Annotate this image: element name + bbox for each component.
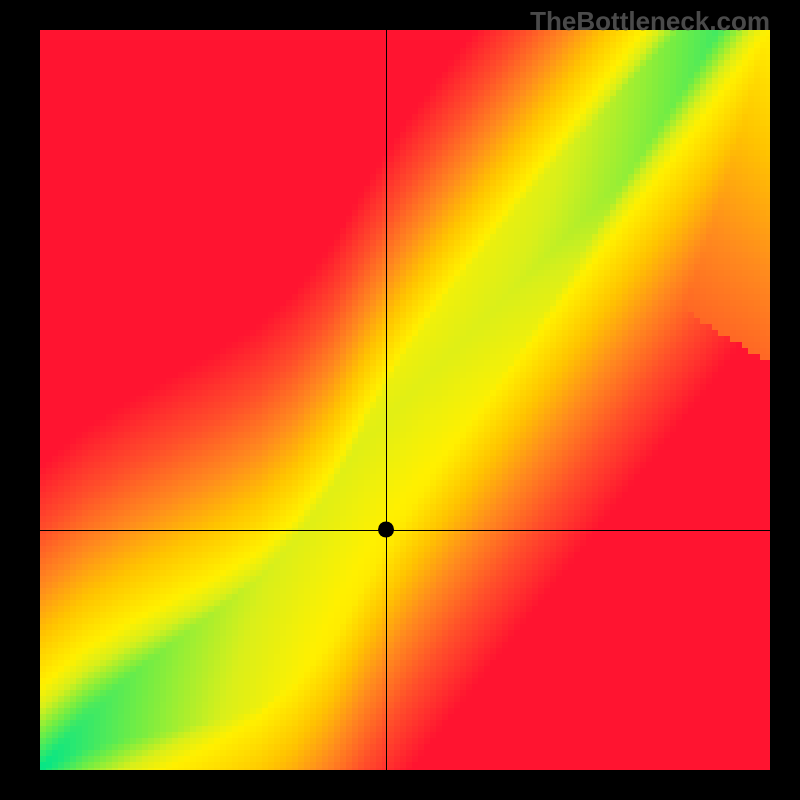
watermark-label: TheBottleneck.com <box>530 6 770 37</box>
bottleneck-heatmap <box>0 0 800 800</box>
chart-container: TheBottleneck.com <box>0 0 800 800</box>
